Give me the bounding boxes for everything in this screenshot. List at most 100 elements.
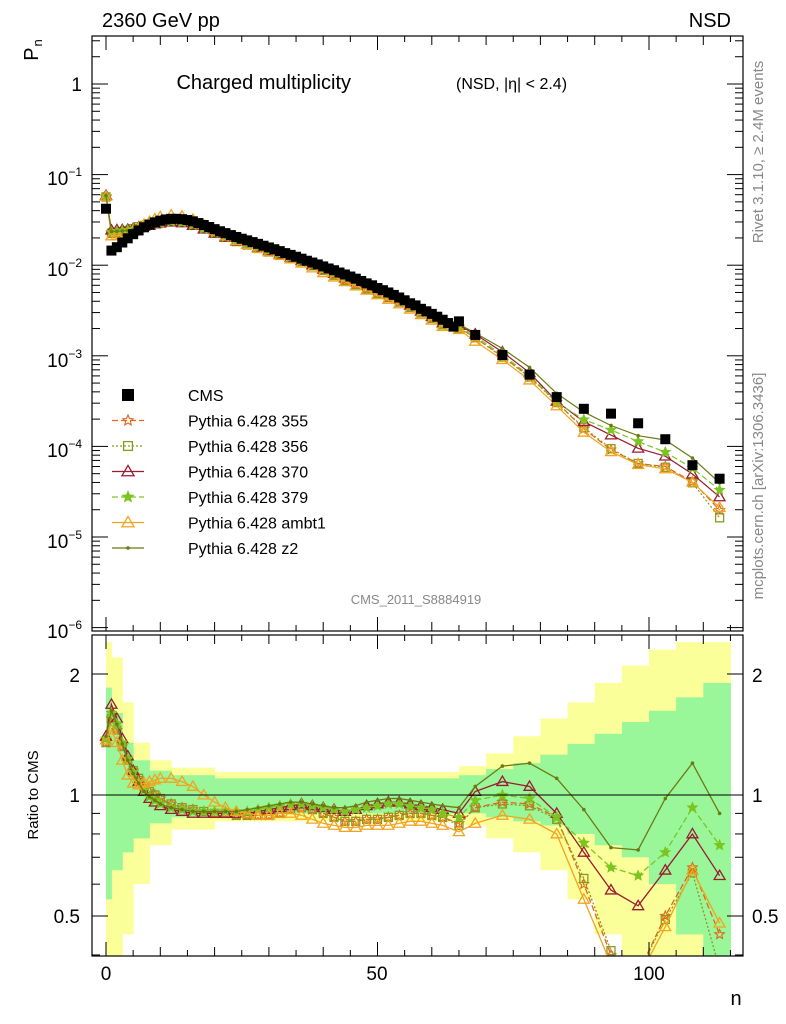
cms-point — [274, 246, 285, 257]
ratio-series-point — [262, 808, 276, 820]
ratio-series-point — [524, 801, 535, 811]
ratio-series-point — [351, 816, 361, 826]
ratio-series-point — [370, 818, 385, 830]
ratio-series-point — [273, 806, 287, 818]
cms-point — [101, 203, 111, 214]
y-tick-label: 10−6 — [47, 618, 82, 643]
cms-point — [301, 255, 312, 266]
ratio-series-point — [685, 827, 700, 839]
main-series-point — [115, 229, 119, 234]
inner-band-segment — [676, 697, 704, 935]
ratio-series-point — [436, 818, 450, 830]
cms-point — [155, 215, 166, 226]
process-label: NSD — [689, 10, 731, 32]
cms-point — [339, 269, 350, 280]
ratio-series-point — [457, 805, 461, 810]
ratio-series-point — [338, 820, 352, 833]
ratio-series-point — [469, 793, 482, 806]
ratio-series-point — [201, 809, 206, 814]
cms-point — [220, 228, 231, 239]
cms-point — [394, 292, 405, 303]
ratio-series-point — [454, 820, 464, 831]
ratio-series-point — [658, 920, 672, 932]
main-series-point — [631, 441, 645, 453]
ratio-series-point — [158, 802, 163, 806]
cms-point — [160, 214, 171, 225]
ratio-series-point — [126, 776, 140, 788]
ratio-series-point — [349, 820, 363, 833]
cms-point — [421, 306, 432, 317]
mcplots-label: mcplots.cern.ch [arXiv:1306.3436] — [750, 373, 767, 600]
ratio-y-tick-label: 2 — [69, 666, 80, 687]
cms-point — [269, 244, 280, 255]
main-series-point — [714, 513, 725, 523]
ratio-series-point — [186, 779, 200, 791]
ratio-series-point — [175, 774, 189, 787]
ratio-series-point — [452, 825, 466, 837]
ratio-series-point — [452, 810, 466, 823]
legend-marker — [126, 546, 130, 550]
ratio-y-tick-label: 1 — [69, 786, 80, 807]
ratio-series-point — [115, 753, 129, 765]
ratio-series-point — [110, 735, 124, 748]
legend: CMS Pythia 6.428 355 Pythia 6.428 356 Pythi… — [112, 388, 326, 558]
inner-band-segment — [621, 721, 650, 858]
cms-point — [225, 230, 236, 241]
legend-marker — [120, 515, 136, 528]
ratio-series-point — [104, 734, 108, 739]
main-series-point — [712, 490, 727, 502]
ratio-series-point — [267, 804, 271, 808]
ratio-series-point — [495, 774, 510, 787]
ratio-series-point — [148, 773, 162, 785]
ratio-series-point — [394, 810, 404, 820]
ratio-series-point — [495, 808, 510, 820]
legend-label: Pythia 6.428 z2 — [188, 541, 298, 558]
cms-point — [312, 259, 323, 270]
cms-point — [193, 218, 204, 229]
cms-point — [524, 369, 535, 380]
ratio-series-point — [299, 800, 304, 804]
main-series-point — [468, 334, 482, 346]
ratio-series-point — [277, 802, 282, 806]
main-series-point — [658, 462, 672, 474]
ratio-series-point — [381, 818, 395, 830]
main-series-point — [500, 346, 505, 351]
ratio-series-point — [436, 806, 449, 819]
ratio-series-point — [283, 806, 298, 818]
ratio-series-point — [223, 809, 228, 814]
cms-point — [367, 280, 378, 291]
ratio-series-point — [136, 781, 141, 785]
ratio-series-point — [360, 801, 373, 813]
ratio-series-point — [579, 873, 589, 884]
main-series-point — [577, 425, 591, 437]
rivet-label: Rivet 3.1.10, ≥ 2.4M events — [750, 61, 767, 244]
ratio-series-point — [473, 784, 478, 789]
cms-point — [329, 265, 340, 276]
ratio-series-point — [550, 827, 564, 839]
main-y-tick-labels: 1 10−1 10−2 10−3 10−4 10−5 10−6 — [47, 75, 82, 643]
ratio-series-point — [316, 816, 330, 828]
ratio-series-line — [105, 728, 721, 956]
ratio-series-point — [372, 814, 383, 824]
ratio-series-point — [234, 809, 239, 814]
ratio-series-point — [716, 965, 724, 973]
ratio-series-point — [713, 927, 726, 940]
legend-item: Pythia 6.428 379 — [112, 490, 308, 507]
y-tick-label: 1 — [71, 75, 82, 96]
ratio-series-point — [522, 779, 537, 791]
main-series-point — [713, 483, 726, 496]
legend-marker — [122, 389, 134, 401]
ratio-series-point — [99, 732, 113, 744]
ratio-series-point — [142, 774, 157, 787]
x-tick-label: 0 — [101, 964, 112, 985]
cms-point — [198, 219, 209, 230]
cms-point — [437, 314, 448, 325]
ratio-series-point — [191, 809, 195, 814]
cms-point — [128, 229, 139, 240]
cms-point — [242, 235, 253, 246]
ratio-series-point — [153, 771, 167, 783]
ratio-series-point — [288, 800, 293, 804]
ratio-series-point — [121, 768, 135, 780]
ratio-series-point — [142, 789, 146, 794]
main-series-point — [604, 444, 618, 457]
